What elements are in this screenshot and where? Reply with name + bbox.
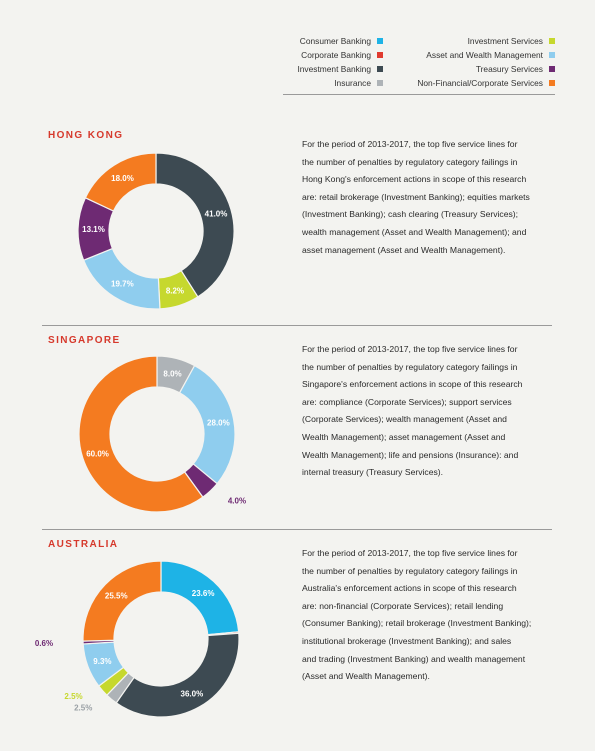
donut-slice-non-financial-corporate-services	[82, 560, 162, 642]
description-line: institutional brokerage (Investment Bank…	[302, 635, 512, 646]
slice-label: 8.2%	[166, 287, 184, 296]
legend-item-non-financial-corporate: Non-Financial/Corporate Services	[417, 76, 555, 90]
description-line: Wealth Management); asset management (As…	[302, 431, 506, 442]
legend-label: Asset and Wealth Management	[426, 50, 543, 60]
description-line: Wealth Management); life and pensions (I…	[302, 449, 519, 460]
slice-label: 41.0%	[205, 210, 228, 219]
description-line: are: non-financial (Corporate Services);…	[302, 600, 504, 611]
legend-column-right: Investment Services Asset and Wealth Man…	[417, 34, 555, 90]
legend-item-insurance: Insurance	[297, 76, 383, 90]
section-title-hong-kong: HONG KONG	[48, 130, 124, 141]
legend-label: Investment Banking	[297, 64, 371, 74]
slice-label: 9.3%	[93, 657, 111, 666]
legend-label: Treasury Services	[475, 64, 543, 74]
description-line: are: retail brokerage (Investment Bankin…	[302, 191, 530, 202]
description-line: For the period of 2013-2017, the top fiv…	[302, 344, 518, 354]
donut-slice-consumer-banking	[160, 560, 240, 636]
chart-legend: Consumer Banking Corporate Banking Inves…	[283, 34, 555, 95]
legend-label: Insurance	[334, 78, 371, 88]
slice-label: 28.0%	[207, 418, 230, 427]
legend-swatch	[377, 66, 383, 72]
legend-swatch	[377, 38, 383, 44]
slice-label: 8.0%	[163, 369, 181, 378]
slice-label: 18.0%	[111, 174, 134, 183]
slice-label: 23.6%	[192, 589, 215, 598]
description-line: (Consumer Banking); retail brokerage (In…	[302, 618, 532, 629]
donut-slice-investment-banking	[155, 152, 235, 298]
description-line: the number of penalties by regulatory ca…	[302, 156, 518, 167]
description-line: For the period of 2013-2017, the top fiv…	[302, 139, 518, 149]
legend-label: Consumer Banking	[299, 36, 371, 46]
description-line: the number of penalties by regulatory ca…	[302, 361, 518, 372]
legend-label: Investment Services	[467, 36, 543, 46]
legend-item-investment-services: Investment Services	[417, 34, 555, 48]
legend-swatch	[549, 80, 555, 86]
section-title-australia: AUSTRALIA	[48, 539, 119, 550]
description-line: Australia's enforcement actions in scope…	[302, 583, 517, 594]
donut-chart-australia: 23.6% 36.0% 2.5% 2.5% 9.3% 0.6% 25.5%	[35, 560, 240, 718]
slice-label: 25.5%	[105, 591, 128, 600]
section-description-hong-kong: For the period of 2013-2017, the top fiv…	[302, 136, 554, 259]
slice-label: 60.0%	[86, 449, 109, 458]
description-line: and trading (Investment Banking) and wea…	[302, 653, 526, 664]
legend-swatch	[549, 66, 555, 72]
slice-label: 2.5%	[64, 692, 82, 701]
slice-label: 13.1%	[82, 225, 105, 234]
description-line: the number of penalties by regulatory ca…	[302, 565, 518, 576]
legend-item-corporate-banking: Corporate Banking	[297, 48, 383, 62]
description-line: (Corporate Services); wealth management …	[302, 414, 507, 425]
legend-swatch	[377, 80, 383, 86]
slice-label: 36.0%	[181, 689, 204, 698]
section-title-singapore: SINGAPORE	[48, 335, 121, 346]
legend-item-investment-banking: Investment Banking	[297, 62, 383, 76]
description-line: asset management (Asset and Wealth Manag…	[302, 244, 506, 255]
donut-slice-non-financial-corporate-services	[78, 355, 204, 513]
donut-slice-investment-banking	[115, 632, 240, 718]
description-line: Singapore's enforcement actions in scope…	[302, 379, 523, 390]
section-description-singapore: For the period of 2013-2017, the top fiv…	[302, 341, 554, 482]
slice-label: 2.5%	[74, 703, 92, 712]
slice-label: 4.0%	[228, 497, 246, 506]
legend-item-treasury-services: Treasury Services	[417, 62, 555, 76]
legend-swatch	[377, 52, 383, 58]
donut-slice-non-financial-corporate-services	[84, 152, 157, 212]
description-line: internal treasury (Treasury Services).	[302, 467, 444, 478]
description-line: (Asset and Wealth Management).	[302, 671, 430, 682]
legend-label: Non-Financial/Corporate Services	[417, 78, 543, 88]
description-line: Hong Kong's enforcement actions in scope…	[302, 174, 527, 185]
legend-swatch	[549, 38, 555, 44]
section-description-australia: For the period of 2013-2017, the top fiv…	[302, 545, 554, 686]
slice-label: 19.7%	[111, 280, 134, 289]
legend-swatch	[549, 52, 555, 58]
donut-chart-hong-kong: 41.0% 8.2% 19.7% 13.1% 18.0%	[77, 152, 235, 310]
description-line: (Investment Banking); cash clearing (Tre…	[302, 209, 519, 220]
description-line: are: compliance (Corporate Services); su…	[302, 396, 512, 407]
slice-label: 0.6%	[35, 639, 53, 648]
section-divider	[42, 529, 552, 530]
description-line: For the period of 2013-2017, the top fiv…	[302, 548, 518, 558]
section-divider	[42, 325, 552, 326]
legend-item-consumer-banking: Consumer Banking	[297, 34, 383, 48]
legend-column-left: Consumer Banking Corporate Banking Inves…	[297, 34, 383, 90]
legend-item-asset-wealth-management: Asset and Wealth Management	[417, 48, 555, 62]
donut-chart-singapore: 8.0% 28.0% 4.0% 60.0%	[78, 355, 246, 513]
description-line: wealth management (Asset and Wealth Mana…	[302, 226, 527, 237]
legend-label: Corporate Banking	[301, 50, 371, 60]
